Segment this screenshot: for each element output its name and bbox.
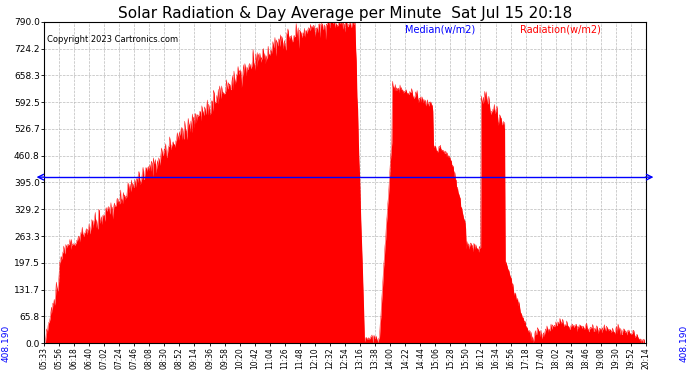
Text: Copyright 2023 Cartronics.com: Copyright 2023 Cartronics.com bbox=[47, 34, 178, 44]
Text: Median(w/m2): Median(w/m2) bbox=[405, 25, 475, 35]
Text: Radiation(w/m2): Radiation(w/m2) bbox=[520, 25, 600, 35]
Title: Solar Radiation & Day Average per Minute  Sat Jul 15 20:18: Solar Radiation & Day Average per Minute… bbox=[118, 6, 572, 21]
Text: 408.190: 408.190 bbox=[2, 324, 11, 362]
Text: 408.190: 408.190 bbox=[679, 324, 688, 362]
